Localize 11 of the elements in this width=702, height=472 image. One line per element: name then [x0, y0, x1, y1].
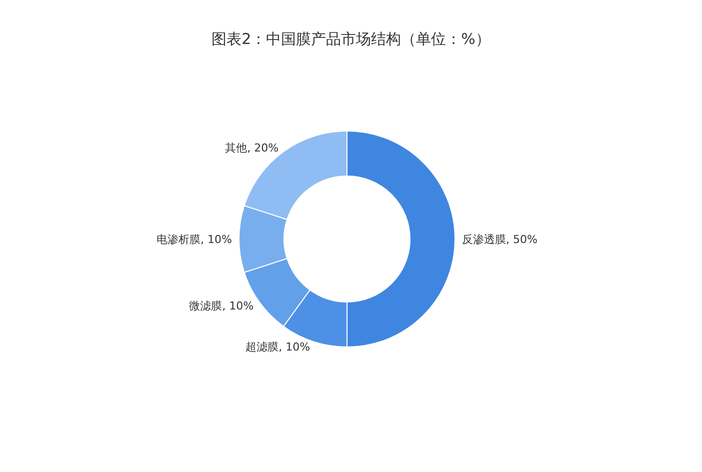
data-label: , 10% — [222, 299, 254, 312]
slice-label: 其他 — [225, 142, 248, 155]
data-label: , 10% — [278, 340, 310, 354]
slice-label: 反渗透膜 — [462, 233, 506, 246]
data-label: , 20% — [247, 142, 279, 155]
data-label: , 50% — [506, 233, 538, 246]
data-label: , 10% — [200, 233, 232, 246]
slice-label: 微滤膜 — [189, 299, 222, 312]
slice-label: 超滤膜 — [246, 340, 279, 354]
slice-label: 电渗析膜 — [156, 233, 201, 246]
chart-title: 图表2：中国膜产品市场结构（单位：%） — [212, 30, 490, 48]
